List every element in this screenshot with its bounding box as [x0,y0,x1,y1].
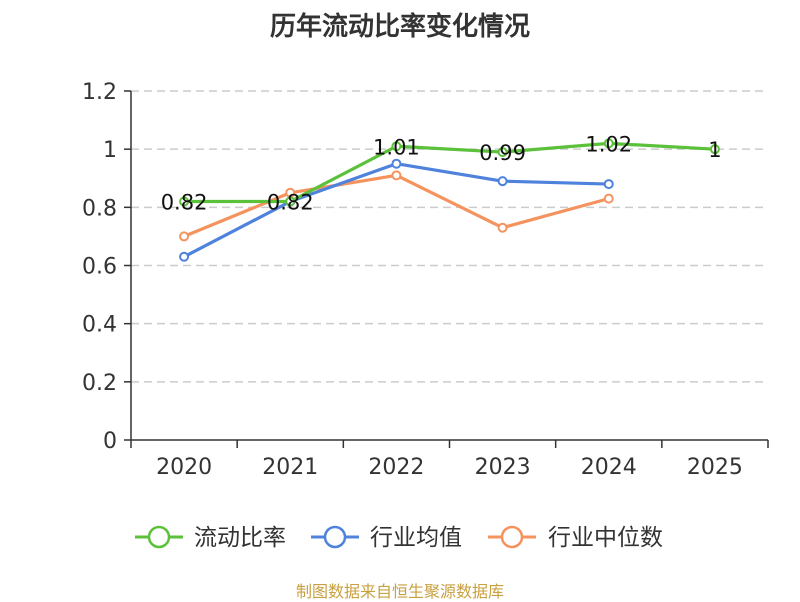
data-point [285,196,296,207]
data-label: 1.01 [373,135,420,159]
legend-marker [147,525,171,549]
data-point [497,147,508,158]
legend-label: 流动比率 [194,525,286,551]
legend: 流动比率 行业均值 行业中位数 [135,525,663,551]
data-point [603,193,614,204]
data-label: 0.99 [479,141,526,165]
y-tick-label: 0.8 [82,196,117,221]
data-label: 0.82 [161,191,208,215]
data-point [391,141,402,152]
x-tick-label: 2025 [687,455,743,480]
legend-label: 行业中位数 [548,525,663,551]
data-label: 1 [708,138,721,162]
data-point [179,251,190,262]
data-point [497,176,508,187]
y-tick-label: 0.6 [82,255,117,280]
data-point [603,138,614,149]
series-line-2 [183,173,610,238]
x-tick-label: 2023 [475,455,531,480]
legend-marker [323,525,347,549]
data-point [179,231,190,242]
x-tick-label: 2021 [262,455,318,480]
data-label-layer: 0.82 0.82 1.01 0.99 1.02 1 [161,132,722,214]
y-tick-label: 1 [103,138,117,163]
data-label: 1.02 [585,132,632,156]
y-tick-label: 0.4 [82,313,117,338]
data-label: 0.82 [267,191,314,215]
data-point [709,144,720,155]
data-point [391,170,402,181]
x-tick-label: 2020 [156,455,212,480]
x-tick-label: 2024 [581,455,637,480]
chart-title: 历年流动比率变化情况 [269,12,530,42]
y-tick-label: 1.2 [82,80,117,105]
legend-marker [500,525,524,549]
data-point [497,222,508,233]
series-layer [179,138,720,262]
legend-label: 行业均值 [370,525,462,551]
y-tick-label: 0.2 [82,371,117,396]
series-line-0 [184,141,716,204]
data-point [391,158,402,169]
y-tick-label: 0 [103,429,117,454]
source-note: 制图数据来自恒生聚源数据库 [295,582,504,601]
data-point [179,196,190,207]
x-tick-label: 2022 [368,455,424,480]
axis-layer: 0 0.2 0.4 0.6 0.8 1 1.2 2020 2021 2022 2023 2024 202… [82,80,769,480]
data-point [603,179,614,190]
